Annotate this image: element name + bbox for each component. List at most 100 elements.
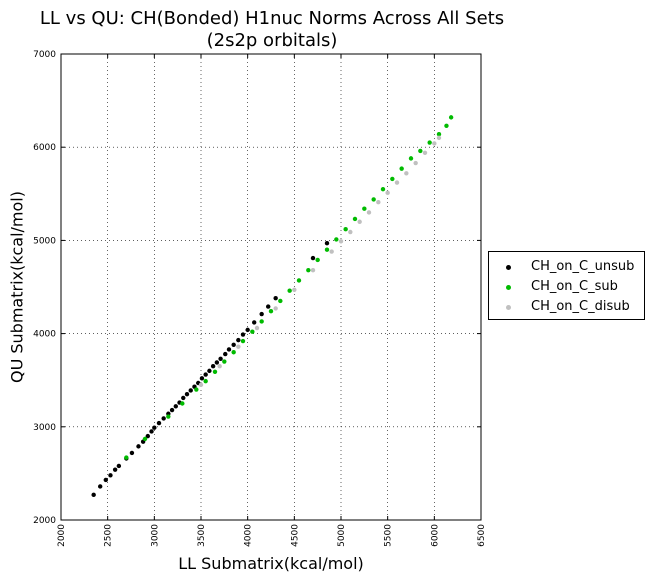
point-ch-on-c-unsub [199, 376, 205, 381]
point-ch-on-c-unsub [188, 388, 193, 393]
point-ch-on-c-sub [399, 166, 404, 171]
point-ch-on-c-sub [390, 176, 395, 182]
point-ch-on-c-unsub [145, 433, 150, 439]
legend-marker-unsub [506, 265, 511, 270]
point-ch-on-c-disub [310, 268, 316, 273]
x-tick-label: 6000 [430, 524, 440, 547]
point-ch-on-c-disub [338, 239, 344, 244]
point-ch-on-c-disub [385, 190, 390, 196]
point-ch-on-c-unsub [156, 420, 162, 426]
y-tick-label: 5000 [33, 236, 56, 246]
point-ch-on-c-unsub [91, 492, 96, 498]
point-ch-on-c-sub [306, 268, 311, 273]
point-ch-on-c-sub [343, 227, 348, 232]
point-ch-on-c-unsub [245, 327, 250, 333]
point-ch-on-c-unsub [226, 347, 232, 352]
point-ch-on-c-unsub [98, 484, 103, 489]
grid-lines [61, 54, 481, 520]
point-ch-on-c-unsub [240, 332, 246, 337]
point-ch-on-c-sub [240, 338, 246, 344]
point-ch-on-c-unsub [108, 473, 113, 478]
point-ch-on-c-unsub [149, 429, 154, 434]
legend-item-disub: CH_on_C_disub [489, 298, 644, 318]
point-ch-on-c-sub [180, 401, 185, 406]
chart-title-line-1: LL vs QU: CH(Bonded) H1nuc Norms Across … [39, 8, 505, 29]
point-ch-on-c-sub [231, 350, 236, 355]
point-ch-on-c-sub [315, 257, 320, 263]
y-tick-label: 2000 [33, 516, 56, 526]
point-ch-on-c-unsub [129, 450, 135, 456]
point-ch-on-c-disub [436, 135, 442, 141]
x-tick-label: 4500 [290, 524, 300, 547]
point-ch-on-c-disub [394, 180, 400, 185]
point-ch-on-c-sub [418, 148, 423, 154]
point-ch-on-c-unsub [152, 425, 157, 430]
point-ch-on-c-unsub [231, 342, 236, 347]
point-ch-on-c-unsub [173, 404, 178, 409]
point-ch-on-c-disub [217, 364, 222, 369]
x-tick-label: 4000 [244, 524, 254, 547]
point-ch-on-c-unsub [273, 295, 278, 301]
point-ch-on-c-disub [236, 344, 241, 349]
x-tick-label: 5000 [337, 524, 347, 547]
x-tick-label: 2500 [104, 524, 114, 547]
point-ch-on-c-sub [203, 378, 208, 384]
point-ch-on-c-unsub [223, 351, 228, 357]
point-ch-on-c-unsub [310, 255, 316, 261]
x-tick-label: 3000 [150, 524, 160, 547]
point-ch-on-c-sub [324, 247, 330, 252]
point-ch-on-c-sub [287, 288, 292, 293]
point-ch-on-c-sub [380, 186, 386, 192]
point-ch-on-c-sub [296, 278, 302, 283]
point-ch-on-c-sub [259, 319, 264, 324]
legend-item-unsub: CH_on_C_unsub [489, 258, 644, 278]
point-ch-on-c-unsub [236, 337, 241, 343]
point-ch-on-c-unsub [169, 407, 175, 413]
point-ch-on-c-disub [254, 325, 260, 331]
point-ch-on-c-unsub [259, 311, 264, 317]
point-ch-on-c-sub [444, 123, 449, 128]
point-ch-on-c-sub [166, 414, 171, 419]
point-ch-on-c-unsub [161, 416, 166, 421]
point-ch-on-c-unsub [116, 463, 122, 469]
point-ch-on-c-disub [432, 141, 437, 146]
x-tick-label: 6500 [477, 524, 487, 547]
legend-label-sub: CH_on_C_sub [531, 279, 618, 294]
point-ch-on-c-unsub [218, 356, 223, 361]
legend: CH_on_C_unsub CH_on_C_sub CH_on_C_disub [488, 251, 645, 320]
point-ch-on-c-unsub [136, 444, 141, 449]
point-ch-on-c-unsub [181, 395, 186, 401]
point-ch-on-c-sub [212, 369, 218, 375]
point-ch-on-c-sub [427, 140, 432, 145]
x-axis-label: LL Submatrix(kcal/mol) [178, 554, 364, 573]
axis-ticks: 2000 2500 3000 3500 4000 4500 5000 5500 6000 6500… [33, 50, 487, 547]
point-ch-on-c-unsub [210, 364, 216, 369]
point-ch-on-c-disub [413, 160, 418, 166]
point-ch-on-c-disub [329, 249, 334, 254]
point-ch-on-c-disub [404, 171, 409, 176]
x-tick-label: 3500 [197, 524, 207, 547]
y-tick-label: 6000 [33, 143, 56, 153]
y-tick-label: 3000 [33, 423, 56, 433]
chart-title-line-2: (2s2p orbitals) [206, 30, 338, 51]
point-ch-on-c-disub [376, 199, 381, 205]
point-ch-on-c-disub [292, 287, 297, 292]
point-ch-on-c-sub [362, 206, 367, 211]
legend-item-sub: CH_on_C_sub [489, 278, 644, 298]
legend-label-disub: CH_on_C_disub [531, 299, 630, 314]
point-ch-on-c-disub [273, 306, 278, 311]
plot-area-frame [60, 53, 482, 521]
x-tick-label: 2000 [57, 524, 67, 547]
legend-marker-disub [506, 305, 511, 310]
point-ch-on-c-sub [124, 455, 129, 460]
point-ch-on-c-sub [408, 156, 414, 161]
point-ch-on-c-unsub [214, 360, 220, 365]
point-ch-on-c-sub [334, 237, 339, 242]
point-ch-on-c-disub [422, 150, 428, 155]
point-ch-on-c-unsub [252, 320, 257, 325]
legend-label-unsub: CH_on_C_unsub [531, 259, 635, 274]
point-ch-on-c-unsub [266, 304, 271, 309]
point-ch-on-c-disub [366, 210, 372, 215]
point-ch-on-c-unsub [112, 467, 118, 472]
point-ch-on-c-unsub [103, 477, 109, 483]
